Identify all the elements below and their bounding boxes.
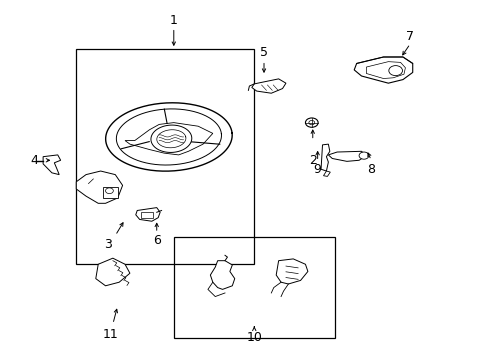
Circle shape	[105, 188, 113, 194]
Polygon shape	[96, 258, 130, 286]
Polygon shape	[76, 171, 122, 203]
Circle shape	[308, 121, 314, 125]
Text: 5: 5	[260, 46, 267, 59]
Text: 1: 1	[169, 14, 177, 27]
Text: 6: 6	[152, 234, 161, 247]
Circle shape	[305, 118, 318, 127]
Text: 7: 7	[406, 30, 413, 43]
Text: 4: 4	[30, 154, 38, 167]
Polygon shape	[353, 57, 412, 83]
Polygon shape	[251, 79, 285, 93]
Bar	[103, 187, 118, 198]
Bar	[173, 237, 334, 338]
Bar	[141, 212, 153, 218]
Bar	[76, 49, 254, 264]
Text: 3: 3	[104, 238, 112, 251]
Circle shape	[358, 152, 368, 159]
Polygon shape	[321, 144, 329, 171]
Polygon shape	[151, 125, 191, 152]
Text: 2: 2	[308, 154, 316, 167]
Polygon shape	[43, 155, 61, 175]
Polygon shape	[328, 151, 366, 161]
Text: 9: 9	[313, 163, 321, 176]
Text: 10: 10	[246, 331, 262, 344]
Polygon shape	[366, 62, 405, 78]
Polygon shape	[136, 208, 160, 221]
Text: 8: 8	[366, 163, 374, 176]
Circle shape	[388, 66, 402, 76]
Polygon shape	[276, 259, 307, 284]
Text: 11: 11	[102, 328, 118, 341]
Polygon shape	[125, 123, 212, 155]
Polygon shape	[210, 261, 234, 289]
Polygon shape	[323, 171, 330, 176]
